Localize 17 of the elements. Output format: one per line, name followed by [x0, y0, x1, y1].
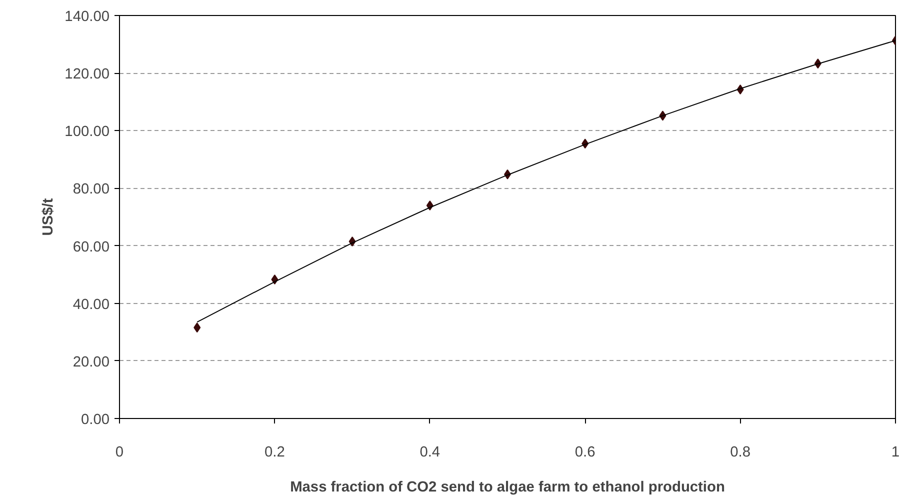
- x-axis-title: Mass fraction of CO2 send to algae farm to ethanol production: [290, 480, 725, 496]
- y-tick-label: 120.00: [64, 66, 110, 83]
- y-tick-label: 100.00: [64, 124, 110, 140]
- x-tick-label: 0: [115, 444, 124, 460]
- y-tick-label: 0.00: [80, 412, 110, 428]
- y-tick-label: 40.00: [72, 296, 110, 313]
- x-tick-label: 1: [891, 444, 899, 460]
- x-tick-label: 0.2: [264, 444, 285, 460]
- x-tick-label: 0.6: [574, 444, 596, 460]
- y-axis-title: US$/t: [40, 198, 57, 236]
- x-tick-label: 0.8: [730, 444, 750, 460]
- y-tick-label: 140.00: [64, 9, 110, 25]
- y-tick-label: 60.00: [72, 239, 110, 256]
- point: [194, 322, 201, 333]
- y-tick-label: 20.00: [72, 354, 110, 370]
- x-tick-label: 0.4: [420, 444, 440, 460]
- y-tick-label: 80.00: [72, 182, 110, 198]
